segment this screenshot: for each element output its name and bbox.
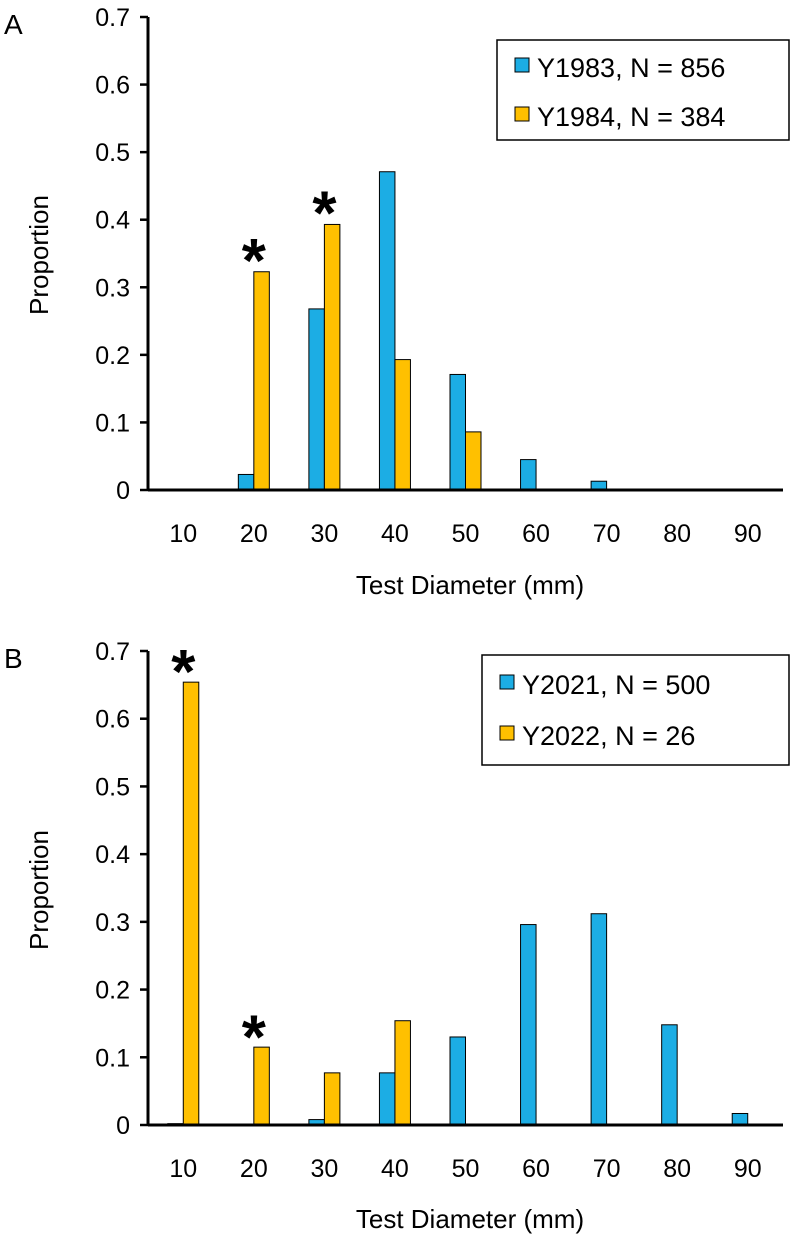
legend-swatch-y2022 — [499, 725, 515, 741]
bar-series-1-30 — [308, 308, 325, 491]
panel-b-chart: B Proportion Test Diameter (mm) 00.10.20… — [4, 638, 790, 1234]
bar-series-1-50 — [449, 373, 466, 491]
x-tick-label: 50 — [452, 1155, 480, 1183]
y-tick-label: 0.7 — [95, 638, 130, 666]
legend-swatch-y1984 — [514, 106, 530, 122]
x-tick-label: 60 — [522, 1155, 550, 1183]
bar-series-1-70 — [590, 913, 608, 1126]
y-tick-label: 0.5 — [95, 139, 130, 167]
bars — [237, 171, 608, 491]
x-tick-label: 40 — [381, 520, 409, 548]
y-tick-label: 0.6 — [95, 72, 130, 100]
y-tick-label: 0.4 — [95, 207, 130, 235]
significance-markers: ** — [242, 180, 338, 296]
x-tick-label: 10 — [169, 520, 197, 548]
legend: Y2021, N = 500 Y2022, N = 26 — [481, 654, 790, 766]
y-tick-label: 0 — [116, 1112, 130, 1140]
panel-letter-a: A — [4, 9, 23, 40]
bar-series-2-30 — [323, 1072, 341, 1126]
x-tick-label: 30 — [310, 1155, 338, 1183]
legend-swatch-y2021 — [499, 674, 515, 690]
x-tick-label: 70 — [593, 520, 621, 548]
y-tick-label: 0.3 — [95, 909, 130, 937]
bar-series-1-80 — [661, 1024, 678, 1126]
y-tick-label: 0.2 — [95, 977, 130, 1005]
significance-star: * — [242, 1004, 267, 1073]
x-tick-label: 70 — [593, 1155, 621, 1183]
y-tick-label: 0.3 — [95, 274, 130, 302]
y-tick-label: 0.4 — [95, 841, 130, 869]
legend-swatch-y1983 — [514, 57, 530, 73]
y-axis-label: Proportion — [24, 195, 54, 315]
bar-series-2-20 — [253, 271, 270, 491]
y-tick-label: 0 — [116, 477, 130, 505]
axes — [146, 651, 783, 1127]
x-tick-label: 20 — [240, 520, 268, 548]
x-tick-label: 80 — [663, 520, 691, 548]
bar-series-2-50 — [465, 431, 482, 491]
bars — [167, 681, 749, 1126]
legend: Y1983, N = 856 Y1984, N = 384 — [496, 39, 790, 141]
y-axis-label: Proportion — [24, 830, 54, 950]
bar-series-1-40 — [378, 1072, 396, 1126]
x-tick-label: 30 — [310, 520, 338, 548]
x-axis-label: Test Diameter (mm) — [356, 570, 584, 600]
significance-markers: ** — [171, 638, 267, 1073]
bar-series-2-30 — [323, 223, 341, 491]
y-tick-label: 0.1 — [95, 1044, 130, 1072]
y-tick-label: 0.2 — [95, 342, 130, 370]
x-tick-label: 10 — [169, 1155, 197, 1183]
legend-label-y2021: Y2021, N = 500 — [522, 670, 710, 700]
y-ticks: 0 0.1 0.2 0.3 0.4 0.5 0.6 0.7 — [95, 638, 148, 1140]
axes — [146, 17, 783, 492]
bar-series-1-50 — [449, 1036, 466, 1126]
panel-a-chart: A Proportion Test Diameter (mm) 00.10.20… — [4, 4, 790, 600]
x-tick-label: 90 — [734, 1155, 762, 1183]
bar-series-1-20 — [237, 473, 255, 491]
legend-box — [481, 654, 790, 766]
x-tick-label: 60 — [522, 520, 550, 548]
x-axis-label: Test Diameter (mm) — [356, 1204, 584, 1234]
bar-series-2-40 — [394, 1020, 411, 1126]
y-tick-label: 0.7 — [95, 4, 130, 32]
x-tick-label: 80 — [663, 1155, 691, 1183]
legend-label-y2022: Y2022, N = 26 — [522, 721, 695, 751]
bar-series-1-60 — [520, 924, 537, 1126]
bar-series-2-40 — [394, 359, 411, 491]
y-ticks: 0 0.1 0.2 0.3 0.4 0.5 0.6 0.7 — [95, 4, 148, 505]
x-tick-label: 40 — [381, 1155, 409, 1183]
legend-box — [496, 39, 790, 141]
x-ticks: 10 20 30 40 50 60 70 80 90 — [169, 1155, 761, 1183]
significance-star: * — [242, 227, 267, 296]
x-ticks: 10 20 30 40 50 60 70 80 90 — [169, 520, 761, 548]
x-tick-label: 50 — [452, 520, 480, 548]
bar-series-2-10 — [182, 681, 200, 1126]
y-tick-label: 0.6 — [95, 706, 130, 734]
x-tick-label: 20 — [240, 1155, 268, 1183]
significance-star: * — [312, 180, 337, 249]
bar-series-1-90 — [731, 1112, 749, 1126]
y-tick-label: 0.1 — [95, 409, 130, 437]
significance-star: * — [171, 638, 196, 707]
legend-label-y1984: Y1984, N = 384 — [537, 102, 725, 132]
panel-letter-b: B — [4, 643, 23, 674]
y-tick-label: 0.5 — [95, 773, 130, 801]
x-tick-label: 90 — [734, 520, 762, 548]
bar-series-1-40 — [378, 171, 396, 491]
bar-series-1-60 — [520, 459, 537, 491]
legend-label-y1983: Y1983, N = 856 — [537, 53, 725, 83]
